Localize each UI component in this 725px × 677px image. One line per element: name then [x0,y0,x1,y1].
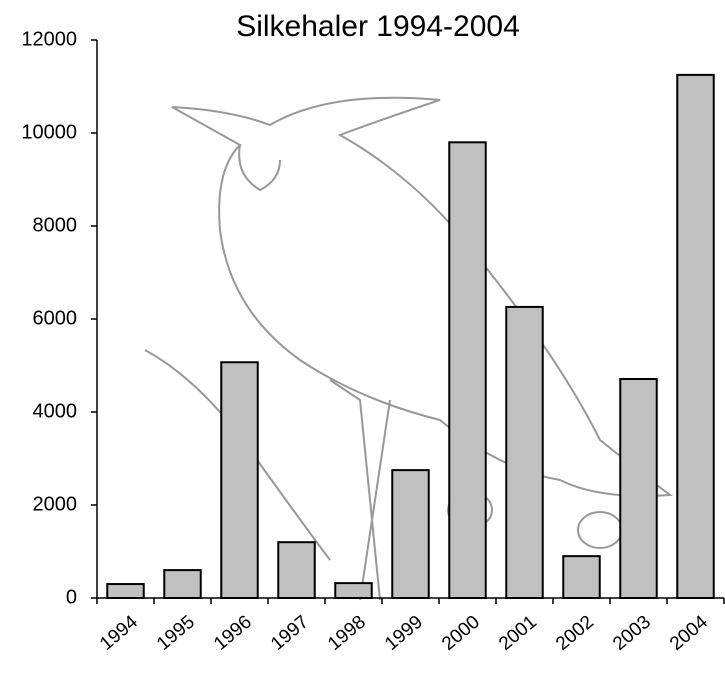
bar [221,362,257,598]
x-tick-label: 2000 [438,612,484,655]
bar [107,584,143,598]
bar [164,570,200,598]
x-tick-label: 2003 [609,612,655,655]
bar [620,379,656,598]
bar [563,556,599,598]
bar [449,142,485,598]
y-tick-label: 12000 [21,28,77,50]
x-tick-label: 2001 [495,612,541,655]
x-tick-label: 1995 [153,612,199,655]
chart: Silkehaler 1994-2004 0 2000 4000 6000 8000 10… [0,0,725,677]
bar [278,542,314,598]
y-tick-label: 8000 [33,214,78,236]
x-tick-label: 2004 [666,611,712,655]
x-tick-label: 1996 [210,612,256,655]
x-tick-label: 1999 [381,612,427,655]
chart-title: Silkehaler 1994-2004 [236,10,520,43]
bar [392,470,428,598]
x-tick-label: 2002 [552,612,598,655]
y-tick-label: 4000 [33,400,78,422]
y-tick-label: 6000 [33,307,78,329]
page: {"chart_data": {"type": "bar", "title": … [0,0,725,677]
bar [677,75,713,598]
x-tick-label: 1998 [324,612,370,655]
y-tick-label: 10000 [21,121,77,143]
bar [506,307,542,598]
y-tick-label: 0 [66,586,77,608]
bar [335,583,371,598]
x-tick-label: 1994 [96,611,142,655]
x-tick-label: 1997 [267,612,313,655]
y-tick-label: 2000 [33,493,78,515]
